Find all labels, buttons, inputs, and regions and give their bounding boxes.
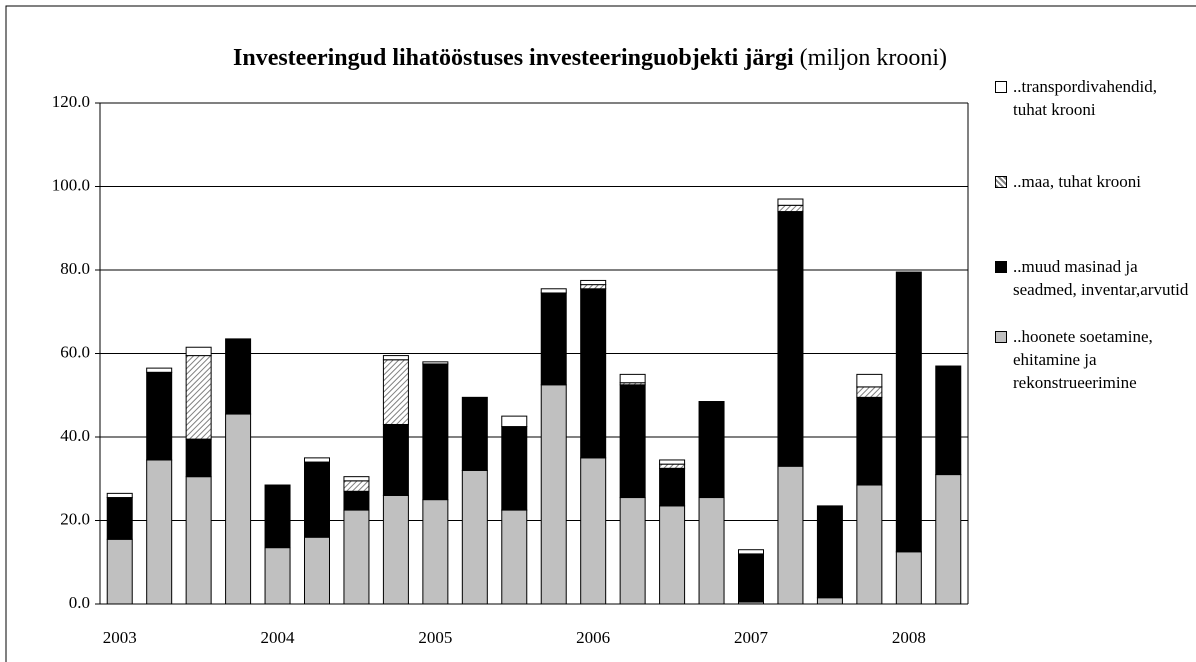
legend-swatch (995, 176, 1007, 188)
bar-segment (304, 457, 330, 463)
legend-swatch (995, 261, 1007, 273)
frame (5, 5, 1196, 662)
bar-segment (106, 538, 133, 605)
bar-segment (422, 499, 449, 605)
legend-label: ..hoonete soetamine, ehitamine ja rekons… (1013, 327, 1153, 392)
bar-segment (106, 497, 133, 540)
bar-segment (580, 457, 607, 605)
chart-title: Investeeringud lihatööstuses investeerin… (233, 45, 947, 71)
y-tick-label: 100.0 (52, 175, 90, 194)
bar-segment (777, 204, 804, 213)
bar-segment (146, 367, 173, 373)
legend-item: ..maa, tuhat krooni (995, 170, 1190, 193)
x-tick-label: 2003 (103, 628, 137, 647)
bar-segment (185, 476, 212, 605)
legend-label: ..transpordivahendid, tuhat krooni (1013, 77, 1157, 119)
bar-segment (382, 494, 409, 605)
bar-segment (501, 415, 528, 428)
bar-segment (895, 551, 922, 605)
bar-segment (580, 279, 607, 286)
bar-segment (777, 211, 804, 467)
bar-segment (264, 547, 291, 605)
bar-segment (895, 271, 922, 553)
bar-segment (540, 292, 567, 386)
bar-segment (738, 553, 764, 603)
bar-segment (106, 492, 133, 499)
bar-segment (382, 359, 409, 425)
bar-segment (461, 396, 488, 471)
bar-segment (816, 597, 843, 605)
bar-segment (856, 386, 883, 398)
bar-segment (816, 505, 843, 599)
y-tick-label: 0.0 (69, 593, 90, 612)
bar-segment (146, 371, 173, 461)
bar-segment (777, 198, 804, 206)
bar-segment (501, 509, 528, 605)
bar-segment (461, 469, 488, 605)
x-tick-label: 2004 (261, 628, 296, 647)
bar-segment (304, 461, 330, 538)
y-tick-label: 80.0 (60, 259, 90, 278)
legend-swatch (995, 331, 1007, 343)
bar-segment (146, 459, 173, 605)
bar-segment (382, 423, 409, 496)
x-tick-label: 2006 (576, 628, 610, 647)
bar-segment (856, 373, 883, 388)
legend-label: ..muud masinad ja seadmed, inventar,arvu… (1013, 257, 1189, 299)
bar-segment (935, 474, 962, 605)
bar-segment (185, 346, 212, 357)
legend-item: ..muud masinad ja seadmed, inventar,arvu… (995, 255, 1190, 301)
bar-segment (619, 384, 646, 499)
bar-segment (422, 361, 449, 365)
bar-segment (185, 355, 212, 440)
bar-segment (856, 396, 883, 486)
bar-segment (382, 355, 409, 361)
y-tick-label: 20.0 (60, 509, 90, 528)
bar-segment (343, 509, 370, 605)
bar-segment (264, 484, 291, 549)
x-tick-label: 2007 (734, 628, 769, 647)
y-tick-label: 120.0 (52, 92, 90, 111)
bar-segment (501, 426, 528, 511)
bar-segment (935, 365, 962, 476)
legend-item: ..hoonete soetamine, ehitamine ja rekons… (995, 325, 1190, 394)
bar-segment (659, 459, 686, 465)
x-tick-label: 2005 (418, 628, 452, 647)
bar-segment (659, 463, 686, 469)
bar-segment (777, 465, 804, 605)
bar-segment (540, 288, 567, 294)
legend-item: ..transpordivahendid, tuhat krooni (995, 75, 1190, 121)
bar-segment (619, 497, 646, 605)
bar-segment (343, 476, 370, 482)
y-tick-label: 40.0 (60, 426, 90, 445)
bar-segment (225, 338, 252, 415)
x-tick-label: 2008 (892, 628, 926, 647)
bar-segment (856, 484, 883, 605)
legend-label: ..maa, tuhat krooni (1013, 172, 1141, 191)
bar-segment (738, 549, 764, 555)
bar-segment (225, 413, 252, 605)
bar-segment (185, 438, 212, 478)
bar-segment (659, 505, 686, 605)
legend-swatch (995, 81, 1007, 93)
bar-segment (422, 363, 449, 501)
bar-segment (540, 384, 567, 605)
bar-segment (343, 480, 370, 492)
bar-segment (343, 490, 370, 511)
bar-segment (580, 288, 607, 459)
bar-segment (698, 401, 725, 499)
bar-segment (304, 536, 330, 605)
y-tick-label: 60.0 (60, 342, 90, 361)
bar-segment (659, 467, 686, 507)
bar-segment (698, 497, 725, 605)
bar-segment (580, 284, 607, 290)
bar-segment (619, 373, 646, 384)
